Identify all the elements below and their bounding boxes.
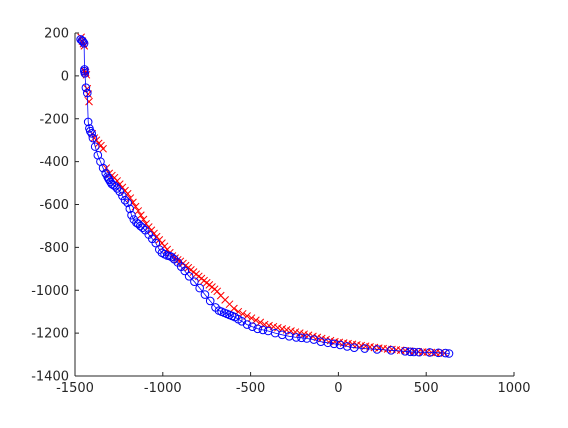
data-point-circle-marker — [253, 324, 262, 334]
data-point-x-marker — [213, 287, 222, 296]
data-point-circle-marker — [406, 347, 415, 357]
data-point-circle-marker — [78, 37, 88, 46]
data-point-circle-marker — [248, 322, 257, 331]
x-tick-label: 0 — [334, 381, 342, 396]
data-point-x-marker — [230, 304, 238, 313]
data-point-circle-marker — [434, 348, 443, 358]
data-point-circle-marker — [444, 349, 454, 358]
data-point-circle-marker — [349, 343, 359, 353]
data-point-circle-marker — [115, 187, 125, 196]
data-point-circle-marker — [372, 345, 382, 354]
data-point-circle-marker — [200, 290, 210, 299]
data-point-x-marker — [300, 330, 309, 339]
data-point-circle-marker — [190, 277, 199, 286]
data-point-circle-marker — [409, 347, 419, 357]
x-tick-label: -1000 — [144, 381, 182, 396]
data-point-circle-marker — [118, 191, 127, 201]
data-point-circle-marker — [90, 142, 100, 151]
data-point-x-marker — [136, 211, 145, 220]
data-point-x-marker — [85, 97, 93, 106]
data-point-circle-marker — [184, 272, 194, 281]
data-point-circle-marker — [87, 129, 96, 138]
data-point-circle-marker — [441, 348, 450, 358]
data-point-circle-marker — [167, 252, 176, 262]
x-tick-label: 500 — [414, 381, 439, 396]
y-tick-label: -600 — [39, 198, 69, 213]
x-tick-label: 1000 — [497, 381, 530, 396]
data-point-circle-marker — [400, 347, 410, 356]
data-point-circle-marker — [165, 251, 174, 261]
data-point-circle-marker — [136, 221, 145, 231]
data-point-circle-marker — [425, 348, 435, 357]
plot-area — [76, 33, 454, 358]
data-point-circle-marker — [111, 181, 120, 191]
data-point-circle-marker — [123, 198, 132, 208]
data-point-circle-marker — [80, 69, 90, 78]
data-point-circle-marker — [98, 163, 108, 173]
data-point-x-marker — [126, 194, 135, 202]
data-point-circle-marker — [81, 83, 91, 92]
y-tick-label: -800 — [39, 241, 69, 256]
data-point-circle-marker — [77, 36, 87, 45]
data-point-circle-marker — [329, 339, 339, 349]
data-point-circle-marker — [386, 345, 396, 355]
y-tick-label: -200 — [39, 112, 69, 127]
data-point-x-marker — [247, 314, 256, 322]
data-point-circle-marker — [120, 195, 130, 205]
y-tick-label: 0 — [61, 69, 69, 84]
data-point-circle-marker — [138, 223, 147, 232]
data-point-circle-marker — [258, 325, 268, 335]
data-point-circle-marker — [104, 175, 114, 185]
y-tick-label: -400 — [39, 155, 69, 170]
data-point-x-marker — [99, 144, 107, 153]
data-point-x-marker — [295, 329, 304, 337]
data-point-x-marker — [287, 327, 295, 335]
y-tick-label: -1200 — [31, 327, 69, 342]
series-line — [80, 39, 450, 354]
x-tick-label: -1500 — [56, 381, 94, 396]
data-point-circle-marker — [414, 347, 424, 357]
data-point-circle-marker — [205, 296, 215, 306]
data-point-circle-marker — [323, 338, 333, 348]
axes: -1500 -1000 -500 0 500 1000 200 0 -200 -400 -600 -8… — [31, 27, 530, 397]
data-point-circle-marker — [151, 238, 161, 248]
data-point-circle-marker — [360, 344, 370, 353]
data-point-x-marker — [134, 207, 143, 215]
data-point-circle-marker — [79, 38, 89, 48]
data-point-circle-marker — [88, 133, 98, 143]
data-point-circle-marker — [180, 266, 190, 276]
data-point-circle-marker — [242, 320, 252, 329]
data-point-circle-marker — [195, 283, 204, 293]
data-point-circle-marker — [82, 88, 92, 98]
x-tick-label: -500 — [236, 381, 266, 396]
data-point-circle-marker — [297, 333, 306, 343]
data-point-circle-marker — [83, 117, 93, 127]
data-point-circle-marker — [291, 333, 301, 342]
y-tick-label: -1000 — [31, 284, 69, 299]
data-point-x-marker — [278, 324, 287, 333]
y-tick-label: 200 — [44, 27, 69, 42]
data-point-circle-marker — [125, 204, 135, 214]
data-point-x-marker — [273, 323, 282, 332]
data-point-circle-marker — [127, 210, 136, 220]
y-tick-label: -1400 — [31, 370, 69, 385]
data-point-circle-marker — [106, 177, 115, 187]
